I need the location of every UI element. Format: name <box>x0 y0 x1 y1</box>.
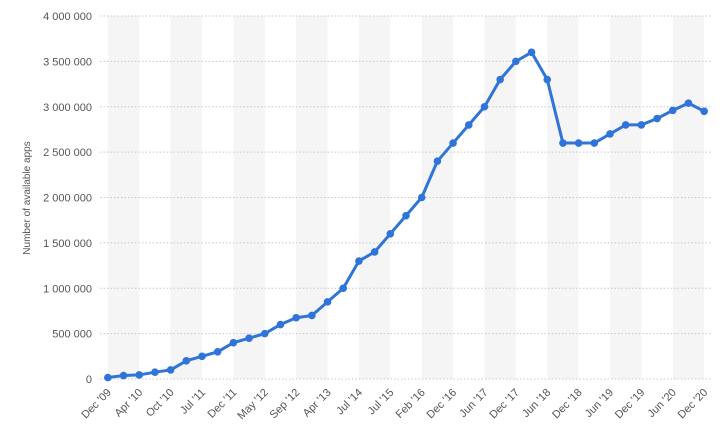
x-tick-label: Jun '18 <box>520 387 553 420</box>
band <box>358 16 391 379</box>
point <box>668 106 677 115</box>
x-tick-label: Dec '18 <box>550 387 585 422</box>
point <box>355 257 363 265</box>
y-tick-label: 1 500 000 <box>43 238 92 250</box>
point <box>653 114 661 123</box>
x-tick-label: Apr '10 <box>112 387 145 420</box>
point <box>119 371 128 380</box>
point <box>480 102 489 111</box>
point <box>135 371 144 379</box>
x-tick-label: Jul '15 <box>366 387 397 418</box>
y-tick-label: 4 000 000 <box>43 11 92 23</box>
y-tick-label: 3 500 000 <box>43 56 92 68</box>
point <box>198 352 206 361</box>
x-tick-label: Jun '19 <box>583 387 616 420</box>
y-tick-label: 2 500 000 <box>43 147 92 159</box>
point <box>684 99 693 107</box>
point <box>543 75 552 84</box>
x-tick-label: Dec '16 <box>425 387 460 422</box>
x-tick-label: May '12 <box>235 387 270 422</box>
x-tick-label: Dec '19 <box>613 387 648 422</box>
point <box>637 121 646 129</box>
point <box>104 373 112 382</box>
point <box>339 284 348 293</box>
x-tick-label: Jun '20 <box>646 387 679 420</box>
x-tick-label: Sep '12 <box>268 387 303 422</box>
x-tick-label: Jul '11 <box>178 387 208 417</box>
y-tick-label: 2 000 000 <box>43 193 92 205</box>
point <box>590 139 599 147</box>
x-tick-label: Jun '17 <box>457 387 490 420</box>
x-tick-label: Oct '10 <box>144 387 177 420</box>
point <box>496 75 504 84</box>
point <box>621 121 630 129</box>
point <box>606 130 614 138</box>
point <box>166 366 175 374</box>
band <box>107 16 140 379</box>
point <box>260 329 269 338</box>
point <box>182 357 191 365</box>
point <box>370 248 379 256</box>
point <box>574 139 583 147</box>
point <box>449 139 457 147</box>
band <box>170 16 202 379</box>
x-tick-label: Dec '17 <box>487 387 522 422</box>
point <box>559 139 567 147</box>
point <box>245 334 253 342</box>
point <box>700 107 708 116</box>
y-tick-label: 500 000 <box>52 329 92 341</box>
point <box>433 157 442 165</box>
point <box>323 298 332 306</box>
point <box>292 313 300 322</box>
x-tick-label: Dec '09 <box>79 387 114 422</box>
x-tick-label: Dec '20 <box>676 387 711 422</box>
point <box>229 338 238 347</box>
point <box>527 48 536 57</box>
point <box>464 121 473 129</box>
point <box>276 320 285 329</box>
point <box>402 211 410 220</box>
point <box>151 368 159 376</box>
x-tick-label: Dec '11 <box>205 387 239 421</box>
point <box>213 347 222 356</box>
y-tick-label: 1 000 000 <box>43 283 92 295</box>
band <box>233 16 265 379</box>
point <box>308 311 316 320</box>
point <box>512 57 520 66</box>
x-tick-label: Feb '16 <box>394 387 428 421</box>
y-tick-label: 3 000 000 <box>43 102 92 114</box>
y-axis-label: Number of available apps <box>22 141 33 254</box>
point <box>386 230 395 238</box>
y-tick-label: 0 <box>86 374 92 386</box>
point <box>417 193 426 202</box>
x-tick-label: Jul '14 <box>334 387 365 418</box>
x-tick-label: Apr '13 <box>301 387 334 420</box>
